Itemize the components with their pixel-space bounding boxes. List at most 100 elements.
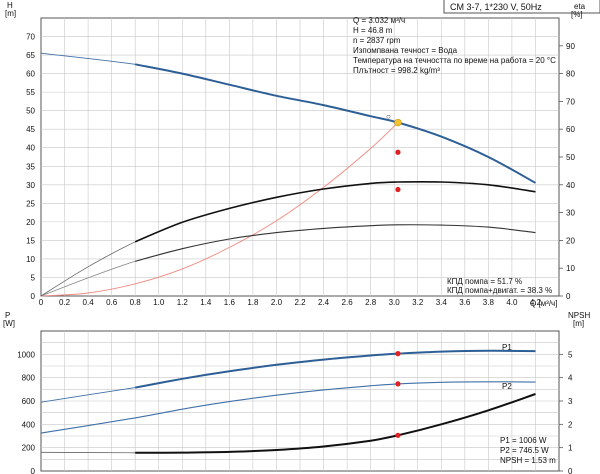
npsh-curve-extrapolated — [40, 451, 136, 454]
y-right-tick-label: 70 — [566, 97, 575, 106]
x-tick-label: 4.2 — [530, 298, 542, 307]
bottom-y-right-tick-labels: 0 1 2 3 4 5 — [559, 350, 573, 474]
x-tick-label: 2.6 — [342, 298, 354, 307]
y-right-tick-label: 80 — [566, 70, 575, 79]
efficiency-duty-point — [395, 186, 401, 193]
y-left-tick-label: 15 — [26, 236, 35, 245]
power-info-p1: P1 = 1006 W — [500, 436, 547, 445]
y-right-tick-label: 50 — [566, 153, 575, 162]
x-tick-label: 3.6 — [459, 298, 471, 307]
npsh-curve — [135, 393, 536, 454]
system-curve — [40, 122, 399, 297]
bottom-duty-point — [395, 381, 401, 387]
npsh-tick-label: 2 — [568, 420, 573, 429]
p-tick-label: 0 — [31, 467, 36, 474]
duty-info-line-density: Плътност = 998.2 kg/m³ — [353, 66, 440, 75]
y-left-tick-label: 40 — [26, 144, 35, 153]
pump-efficiency-curve — [134, 180, 536, 243]
x-tick-label: 2.0 — [271, 298, 283, 307]
y-left-tick-label: 65 — [26, 51, 35, 60]
npsh-axis-title-line1: NPSH — [568, 311, 590, 320]
y-right-title-line1: eta — [574, 2, 586, 11]
y-left-tick-label: 60 — [26, 70, 35, 79]
bottom-grid — [41, 331, 559, 471]
duty-info-line-liquid: Изпомпвана течност = Вода — [353, 46, 458, 55]
y-right-tick-label: 0 — [566, 292, 571, 301]
npsh-tick-label: 5 — [568, 350, 573, 359]
x-tick-label: 0.8 — [130, 298, 142, 307]
duty-info: Q = 3.032 м³/ч H = 46.8 m n = 2837 rpm И… — [353, 16, 556, 75]
bottom-duty-point — [395, 351, 401, 357]
x-tick-label: 1.0 — [153, 298, 165, 307]
y-left-tick-label: 10 — [26, 255, 35, 264]
top-x-tick-labels: 0 0.2 0.4 0.6 0.8 1.0 1.2 1.4 1.6 1.8 2.0 2.2 2.4 2.6… — [39, 298, 542, 307]
x-tick-label: 2.4 — [318, 298, 330, 307]
y-right-tick-label: 10 — [566, 264, 575, 273]
header-box-text: CM 3-7, 1*230 V, 50Hz — [450, 2, 542, 12]
y-left-tick-label: 25 — [26, 199, 35, 208]
bottom-duty-point — [395, 432, 401, 438]
x-tick-label: 0.6 — [106, 298, 118, 307]
y-right-tick-label: 40 — [566, 181, 575, 190]
p-tick-label: 200 — [22, 444, 36, 453]
power-info-p2: P2 = 746.5 W — [500, 446, 549, 455]
series-label-p2: P2 — [502, 382, 512, 391]
header: CM 3-7, 1*230 V, 50Hz — [443, 0, 600, 14]
operating-point-marker: ○ — [386, 112, 391, 121]
p1-curve-extrapolated — [40, 387, 136, 403]
x-tick-label: 3.4 — [436, 298, 448, 307]
efficiency-total-text: КПД помпа+двигат. = 38.3 % — [447, 286, 552, 295]
x-tick-label: 3.2 — [412, 298, 424, 307]
x-tick-label: 0.4 — [83, 298, 95, 307]
p-tick-label: 400 — [22, 420, 36, 429]
y-right-tick-label: 90 — [566, 42, 575, 51]
x-tick-label: 4.0 — [506, 298, 518, 307]
x-tick-label: 0.2 — [59, 298, 71, 307]
y-right-tick-label: 20 — [566, 236, 575, 245]
bottom-series — [40, 349, 536, 454]
x-tick-label: 3.0 — [389, 298, 401, 307]
y-left-title-line2: [m] — [5, 9, 16, 18]
x-tick-label: 2.8 — [365, 298, 377, 307]
y-left-tick-label: 70 — [26, 33, 35, 42]
top-grid — [41, 18, 559, 296]
top-duty-points — [394, 118, 402, 193]
head-curve — [134, 63, 536, 184]
x-tick-label: 3.8 — [483, 298, 495, 307]
y-left-tick-label: 45 — [26, 125, 35, 134]
power-info: P1 = 1006 W P2 = 746.5 W NPSH = 1.53 m — [500, 436, 556, 465]
npsh-tick-label: 3 — [568, 397, 573, 406]
npsh-tick-label: 1 — [568, 444, 573, 453]
duty-info-line-n: n = 2837 rpm — [353, 36, 401, 45]
x-tick-label: 0 — [39, 298, 44, 307]
p2-curve — [40, 381, 536, 434]
y-right-title-line2: [%] — [571, 10, 583, 19]
y-left-tick-label: 55 — [26, 88, 35, 97]
npsh-tick-label: 0 — [568, 467, 573, 474]
efficiency-info: КПД помпа = 51.7 % КПД помпа+двигат. = 3… — [447, 277, 552, 295]
head-efficiency-panel: H [m] eta [%] 0 0.2 0.4 0.6 0.8 1.0 1.2 1.4 1.6 1… — [5, 1, 586, 308]
series-label-p1: P1 — [502, 343, 512, 352]
y-right-tick-label: 60 — [566, 125, 575, 134]
x-tick-label: 1.6 — [224, 298, 236, 307]
y-right-tick-label: 30 — [566, 209, 575, 218]
x-tick-label: 2.2 — [294, 298, 306, 307]
duty-info-line-h: H = 46.8 m — [353, 26, 393, 35]
total-efficiency-curve — [135, 224, 536, 262]
p1-curve — [135, 349, 536, 389]
efficiency-duty-point — [395, 149, 401, 155]
y-left-tick-label: 5 — [31, 273, 36, 282]
duty-info-line-q: Q = 3.032 м³/ч — [353, 16, 405, 25]
p-axis-title-line1: P — [5, 311, 10, 320]
x-tick-label: 1.8 — [247, 298, 259, 307]
y-left-title-line1: H — [7, 1, 13, 10]
bottom-duty-points — [395, 351, 401, 438]
x-tick-label: 1.4 — [200, 298, 212, 307]
y-left-tick-label: 50 — [26, 107, 35, 116]
npsh-tick-label: 4 — [568, 374, 573, 383]
y-left-tick-label: 35 — [26, 162, 35, 171]
bottom-y-left-tick-labels: 0 200 400 600 800 1000 — [17, 350, 35, 474]
y-left-tick-label: 30 — [26, 181, 35, 190]
